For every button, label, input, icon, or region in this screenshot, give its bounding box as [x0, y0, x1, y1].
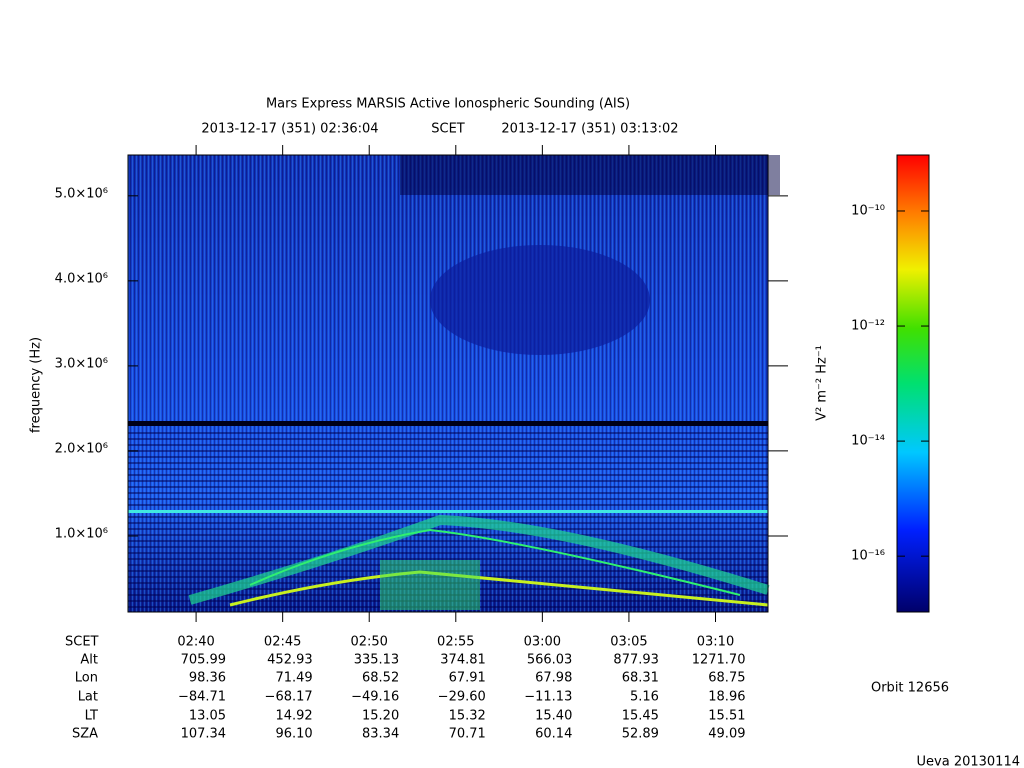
ephemeris-label: SZA — [72, 727, 98, 742]
colorbar-tick-label: 10⁻¹⁰ — [851, 203, 885, 218]
ephemeris-value: −11.13 — [524, 690, 572, 705]
ephemeris-value: 15.32 — [449, 709, 486, 724]
ephemeris-value: 68.75 — [708, 671, 745, 686]
colorbar-tick-label: 10⁻¹⁴ — [851, 434, 885, 449]
ephemeris-value: 566.03 — [527, 653, 573, 668]
x-tick-label: 02:55 — [437, 635, 474, 650]
ephemeris-value: 14.92 — [275, 709, 312, 724]
ephemeris-label: Lon — [75, 671, 98, 686]
ephemeris-value: 452.93 — [267, 653, 313, 668]
ephemeris-value: 67.98 — [535, 671, 572, 686]
ephemeris-value: 49.09 — [708, 727, 745, 742]
ephemeris-value: −84.71 — [178, 690, 226, 705]
ephemeris-value: 15.40 — [535, 709, 572, 724]
ephemeris-value: 107.34 — [181, 727, 227, 742]
chart-title: Mars Express MARSIS Active Ionospheric S… — [266, 97, 630, 112]
ephemeris-value: 98.36 — [189, 671, 226, 686]
plot-frame — [127, 154, 769, 613]
ephemeris-value: 96.10 — [275, 727, 312, 742]
ephemeris-value: 70.71 — [449, 727, 486, 742]
colorbar-tick-label: 10⁻¹⁶ — [851, 549, 885, 564]
ephemeris-value: 71.49 — [275, 671, 312, 686]
x-tick-label: 03:05 — [610, 635, 647, 650]
x-tick-label: 02:50 — [350, 635, 387, 650]
y-tick-label: 5.0×10⁶ — [55, 186, 108, 201]
ephemeris-value: 60.14 — [535, 727, 572, 742]
ephemeris-value: 18.96 — [708, 690, 745, 705]
time-start: 2013-12-17 (351) 02:36:04 — [201, 122, 378, 137]
ephemeris-label: Alt — [80, 653, 98, 668]
ephemeris-value: 83.34 — [362, 727, 399, 742]
time-label: SCET — [431, 122, 465, 137]
ephemeris-value: 705.99 — [181, 653, 227, 668]
ephemeris-value: 68.52 — [362, 671, 399, 686]
x-tick-label: 02:40 — [177, 635, 214, 650]
ephemeris-value: 13.05 — [189, 709, 226, 724]
y-tick-label: 1.0×10⁶ — [55, 526, 108, 541]
ephemeris-value: −29.60 — [438, 690, 486, 705]
ephemeris-value: 15.45 — [622, 709, 659, 724]
ephemeris-value: 67.91 — [449, 671, 486, 686]
ephemeris-value: −68.17 — [265, 690, 313, 705]
ephemeris-label: LT — [85, 709, 98, 724]
ephemeris-value: 877.93 — [613, 653, 659, 668]
x-tick-label: 02:45 — [264, 635, 301, 650]
ephemeris-value: 15.20 — [362, 709, 399, 724]
x-tick-label: 03:10 — [697, 635, 734, 650]
ephemeris-value: −49.16 — [351, 690, 399, 705]
y-tick-label: 2.0×10⁶ — [55, 441, 108, 456]
ephemeris-value: 374.81 — [440, 653, 486, 668]
time-end: 2013-12-17 (351) 03:13:02 — [501, 122, 678, 137]
colorbar-label: V² m⁻² Hz⁻¹ — [815, 345, 830, 421]
ephemeris-value: 5.16 — [630, 690, 659, 705]
colorbar-tick-label: 10⁻¹² — [851, 319, 885, 334]
y-tick-label: 4.0×10⁶ — [55, 271, 108, 286]
ephemeris-value: 52.89 — [622, 727, 659, 742]
x-tick-label: 03:00 — [524, 635, 561, 650]
ephemeris-value: 335.13 — [354, 653, 400, 668]
ephemeris-value: 68.31 — [622, 671, 659, 686]
y-axis-label: frequency (Hz) — [29, 337, 44, 433]
ephemeris-time-label: SCET — [65, 635, 99, 650]
footer: Ueva 20130114 — [917, 755, 1020, 768]
y-tick-label: 3.0×10⁶ — [55, 356, 108, 371]
ephemeris-label: Lat — [78, 690, 98, 705]
orbit: Orbit 12656 — [871, 681, 949, 696]
ephemeris-value: 15.51 — [708, 709, 745, 724]
spectrogram-image — [128, 155, 780, 612]
colorbar — [896, 154, 930, 613]
ephemeris-value: 1271.70 — [692, 653, 746, 668]
